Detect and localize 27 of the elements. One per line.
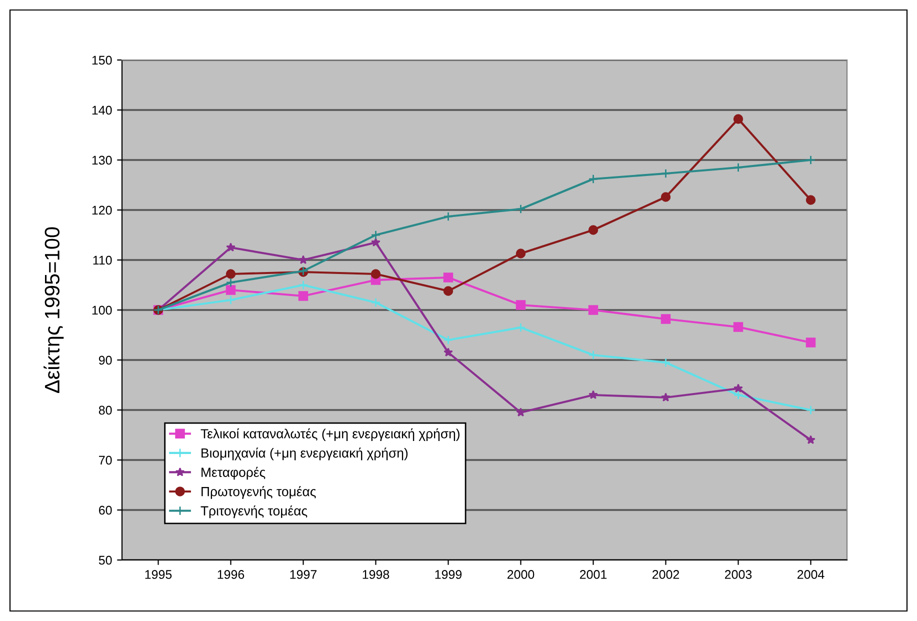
y-tick-label: 70 <box>99 456 112 465</box>
legend-label: Μεταφορές <box>202 466 266 480</box>
y-tick-label: 60 <box>99 506 112 515</box>
y-tick-label: 150 <box>92 56 112 65</box>
legend-label: Τριτογενής τομέας <box>200 505 308 518</box>
x-tick-label: 2001 <box>580 570 607 579</box>
x-tick-label: 2002 <box>652 570 680 579</box>
x-tick-label: 1996 <box>218 570 244 579</box>
y-tick-label: 130 <box>92 156 112 165</box>
y-tick-label: 110 <box>93 256 112 265</box>
y-tick-label: 50 <box>98 556 112 565</box>
legend-label: Τελικοί καταναλωτές (+μη ενεργειακή χρήση) <box>200 428 460 442</box>
y-tick-label: 80 <box>98 406 112 415</box>
x-tick-label: 1998 <box>362 570 390 579</box>
y-tick-label: 140 <box>92 106 112 115</box>
x-tick-label: 2003 <box>724 570 752 579</box>
x-tick-label: 1997 <box>290 570 317 579</box>
y-tick-label: 100 <box>92 306 112 315</box>
y-axis-title: Δείκτης 1995=100 <box>44 227 64 393</box>
x-tick-label: 2004 <box>797 570 824 579</box>
x-tick-label: 1995 <box>145 570 172 579</box>
x-tick-label: 1999 <box>435 570 462 579</box>
y-tick-label: 90 <box>98 356 112 365</box>
legend-label: Πρωτογενής τομέας <box>202 486 316 499</box>
x-tick-label: 2000 <box>507 570 534 579</box>
y-tick-label: 120 <box>92 206 112 215</box>
legend-label: Βιομηχανία (+μη ενεργειακή χρήση) <box>202 448 408 460</box>
